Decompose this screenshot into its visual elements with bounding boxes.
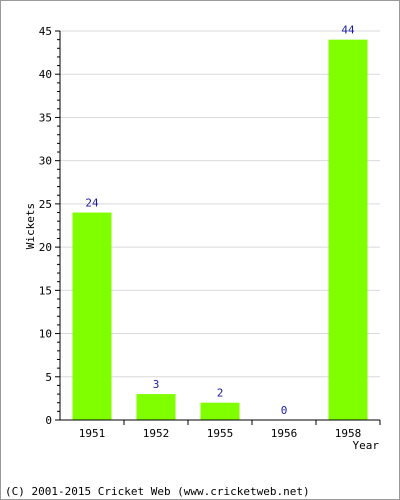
y-tick-label: 20	[39, 241, 52, 254]
x-tick-label: 1951	[79, 427, 106, 440]
bar-1952	[136, 394, 176, 420]
bar-1958	[328, 39, 368, 421]
bar-1955	[200, 402, 240, 420]
y-tick-label: 25	[39, 198, 52, 211]
y-tick-label: 10	[39, 328, 52, 341]
y-tick-label: 0	[45, 414, 52, 427]
copyright-footer: (C) 2001-2015 Cricket Web (www.cricketwe…	[5, 485, 310, 498]
y-tick-label: 45	[39, 25, 52, 38]
x-tick-label: 1955	[207, 427, 234, 440]
grid-layer	[60, 30, 380, 378]
x-tick-label: 1956	[271, 427, 298, 440]
label-layer: 24 3 2 0 44	[85, 24, 355, 417]
bar-layer	[72, 39, 368, 421]
bar-value-label: 24	[85, 197, 99, 210]
y-tick-label: 35	[39, 111, 52, 124]
x-tick-label: 1952	[143, 427, 170, 440]
y-tick-label: 40	[39, 68, 52, 81]
y-axis-title: Wickets	[24, 203, 37, 249]
y-tick-label: 15	[39, 284, 52, 297]
bar-value-label: 0	[281, 404, 288, 417]
bar-1951	[72, 212, 112, 420]
bar-value-label: 44	[341, 24, 355, 37]
y-tick-label: 30	[39, 155, 52, 168]
y-tick-label: 5	[45, 371, 52, 384]
x-axis-title: Year	[353, 439, 380, 452]
x-tick-label: 1958	[335, 427, 362, 440]
bar-value-label: 2	[217, 387, 224, 400]
bar-value-label: 3	[153, 378, 160, 391]
